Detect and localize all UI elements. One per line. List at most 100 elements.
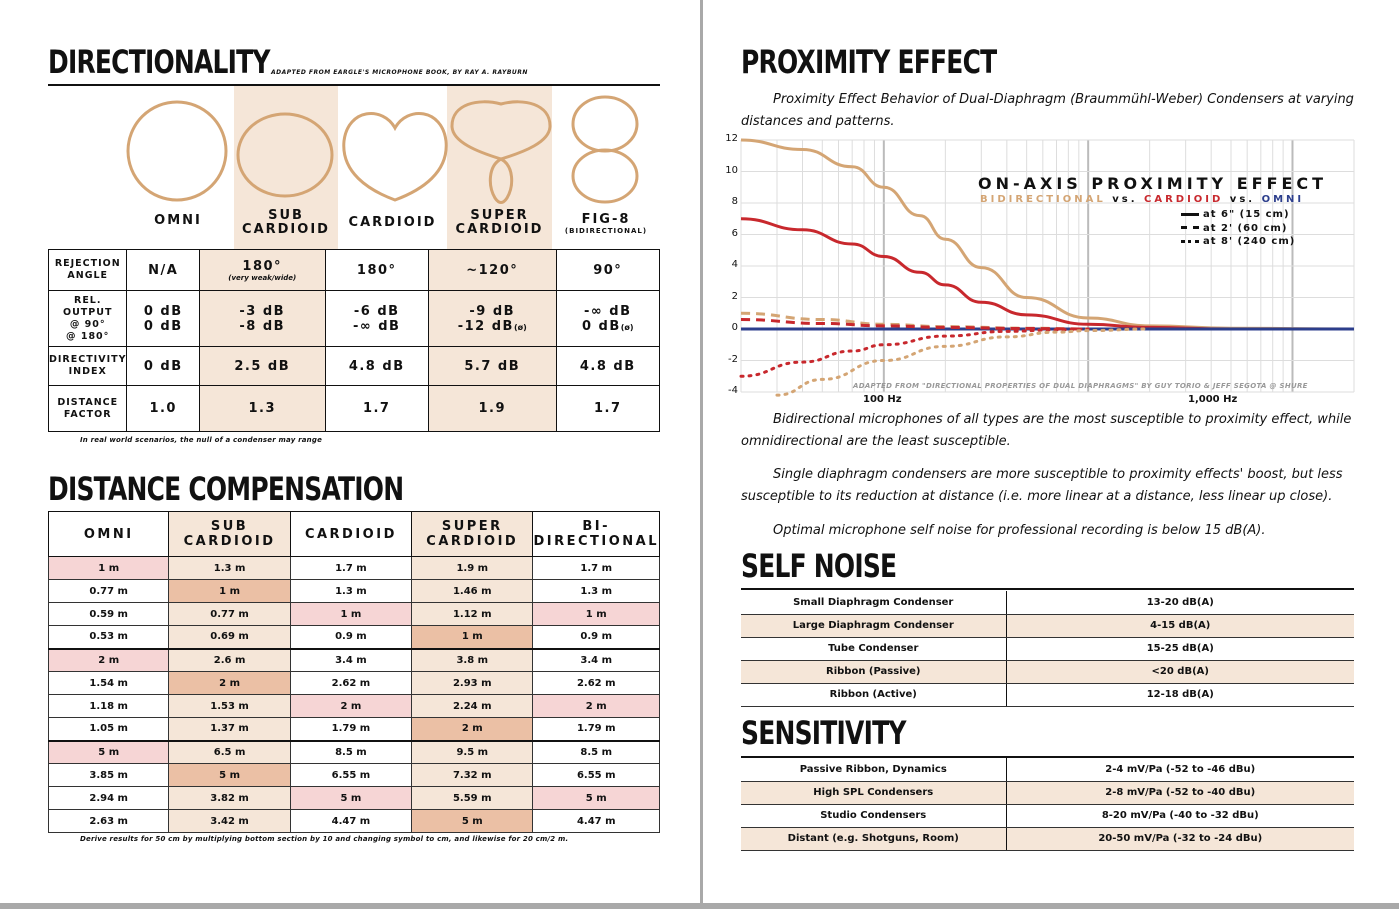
cell: 90° xyxy=(555,249,661,291)
sensitivity-rule xyxy=(741,756,1354,758)
distance-cell: 1.37 m xyxy=(168,717,291,741)
chart-svg xyxy=(739,138,1355,397)
sensitivity-row: High SPL Condensers 2-8 mV/Pa (-52 to -40… xyxy=(741,781,1354,805)
sensitivity-row-label: High SPL Condensers xyxy=(741,781,1007,805)
distance-cell: 1.53 m xyxy=(168,694,291,718)
series-line-bidirectional-dotted xyxy=(775,327,1152,397)
distance-title: DISTANCE COMPENSATION xyxy=(48,470,404,508)
y-tick-label: 2 xyxy=(731,290,738,302)
cell: -6 dB -∞ dB xyxy=(324,290,429,347)
series-line-cardioid-dashed xyxy=(740,318,1089,331)
selfnoise-row-label: Large Diaphragm Condenser xyxy=(741,614,1007,638)
distance-cell: 3.4 m xyxy=(289,647,413,672)
distance-cell: 0.69 m xyxy=(168,625,291,649)
distance-cell: 0.9 m xyxy=(289,625,413,649)
distance-cell: 4.47 m xyxy=(532,809,660,833)
pattern-label-supercardioid: SUPER CARDIOID xyxy=(455,208,544,237)
supercardioid-pattern-icon xyxy=(450,100,552,204)
sensitivity-row-label: Distant (e.g. Shotguns, Room) xyxy=(741,827,1007,851)
sensitivity-row: Studio Condensers 8-20 mV/Pa (-40 to -32 … xyxy=(741,804,1354,828)
distance-cell: 1 m xyxy=(47,556,170,580)
y-tick-label: -2 xyxy=(728,353,738,365)
distance-cell: 1.79 m xyxy=(532,717,660,741)
chart-legend: at 6" (15 cm) at 2' (60 cm) at 8' (240 c… xyxy=(1181,208,1295,249)
legend-dotted: at 8' (240 cm) xyxy=(1181,235,1295,249)
selfnoise-row: Tube Condenser 15-25 dB(A) xyxy=(741,637,1354,661)
directivity-row: DIRECTIVITY INDEX 0 dB 2.5 dB 4.8 dB 5.7 … xyxy=(47,346,661,386)
distance-footnote: Derive results for 50 cm by multiplying … xyxy=(80,835,569,843)
distance-cell: 1 m xyxy=(532,602,660,626)
distance-cell: 0.9 m xyxy=(532,625,660,649)
selfnoise-row: Large Diaphragm Condenser 4-15 dB(A) xyxy=(741,614,1354,638)
distance-cell: 1.3 m xyxy=(289,579,413,603)
distance-cell: 2 m xyxy=(47,647,170,672)
selfnoise-row: Small Diaphragm Condenser 13-20 dB(A) xyxy=(741,591,1354,615)
distance-cell: 0.53 m xyxy=(47,625,170,649)
distance-cell: 9.5 m xyxy=(411,739,534,764)
distance-cell: 2.93 m xyxy=(411,671,534,695)
distance-cell: 4.47 m xyxy=(289,809,413,833)
directionality-table: REJECTION ANGLE N/A 180° (very weak/wide) … xyxy=(47,249,661,432)
y-tick-label: -4 xyxy=(728,385,738,396)
sensitivity-row-value: 2-4 mV/Pa (-52 to -46 dBu) xyxy=(1006,758,1354,782)
subcardioid-pattern-icon xyxy=(236,112,334,198)
x-tick-100hz: 100 Hz xyxy=(863,394,902,405)
proximity-para1: Bidirectional microphones of all types a… xyxy=(741,412,1352,449)
cell: 1.3 xyxy=(198,385,326,432)
distance-cell: 1.7 m xyxy=(289,556,413,580)
distance-cell: 3.8 m xyxy=(411,647,534,672)
cell: N/A xyxy=(126,249,200,291)
selfnoise-row-value: 4-15 dB(A) xyxy=(1006,614,1354,638)
distance-cell: 1.12 m xyxy=(411,602,534,626)
proximity-para2: Single diaphragm condensers are more sus… xyxy=(741,467,1343,504)
distance-cell: 8.5 m xyxy=(289,739,413,764)
series-line-cardioid-dotted xyxy=(739,327,1090,378)
selfnoise-row-value: 12-18 dB(A) xyxy=(1006,683,1354,707)
distance-cell: 1.46 m xyxy=(411,579,534,603)
y-tick-label: 10 xyxy=(725,164,738,176)
distance-cell: 5 m xyxy=(168,763,291,787)
distance-cell: 0.59 m xyxy=(47,602,170,626)
legend-dashed: at 2' (60 cm) xyxy=(1181,222,1295,236)
cell: ~120° xyxy=(427,249,557,291)
selfnoise-title: SELF NOISE xyxy=(741,547,897,585)
y-tick-label: 8 xyxy=(731,196,738,207)
selfnoise-row-label: Small Diaphragm Condenser xyxy=(741,591,1007,615)
cell: 1.0 xyxy=(126,385,200,432)
distance-cell: 5.59 m xyxy=(411,786,534,810)
col-header: SUPER CARDIOID xyxy=(411,511,534,557)
distance-cell: 6.55 m xyxy=(532,763,660,787)
distance-cell: 5 m xyxy=(411,809,534,833)
col-header: CARDIOID xyxy=(289,511,413,557)
distance-row: 1 m 1.3 m 1.7 m 1.9 m 1.7 m xyxy=(47,556,660,580)
selfnoise-rule xyxy=(741,588,1354,590)
y-tick-label: 6 xyxy=(731,227,738,239)
pattern-label-subcardioid: SUB CARDIOID xyxy=(242,208,330,237)
selfnoise-row-label: Ribbon (Active) xyxy=(741,683,1007,707)
distance-table: OMNI SUB CARDIOID CARDIOID SUPER CARDIOID … xyxy=(47,511,660,833)
selfnoise-row: Ribbon (Passive) <20 dB(A) xyxy=(741,660,1354,684)
cell: 2.5 dB xyxy=(198,346,326,386)
sensitivity-row: Distant (e.g. Shotguns, Room) 20-50 mV/Pa… xyxy=(741,827,1354,851)
distance-cell: 6.5 m xyxy=(168,739,291,764)
distance-cell: 1.3 m xyxy=(168,556,291,580)
y-tick-label: 0 xyxy=(731,322,738,333)
row-label: DIRECTIVITY INDEX xyxy=(47,346,128,386)
distance-cell: 3.85 m xyxy=(47,763,170,787)
cell: 5.7 dB xyxy=(427,346,557,386)
cell: -9 dB -12 dB(ø) xyxy=(427,290,557,347)
y-tick-label: 12 xyxy=(725,133,738,144)
title-rule xyxy=(48,84,660,86)
distance-cell: 3.4 m xyxy=(532,647,660,672)
fig8-pattern-icon xyxy=(571,95,639,204)
row-label: DISTANCE FACTOR xyxy=(47,385,128,432)
distance-cell: 2 m xyxy=(289,694,413,718)
cell: 180° xyxy=(324,249,429,291)
cell: 4.8 dB xyxy=(555,346,661,386)
proximity-intro: Proximity Effect Behavior of Dual-Diaphr… xyxy=(741,92,1354,129)
